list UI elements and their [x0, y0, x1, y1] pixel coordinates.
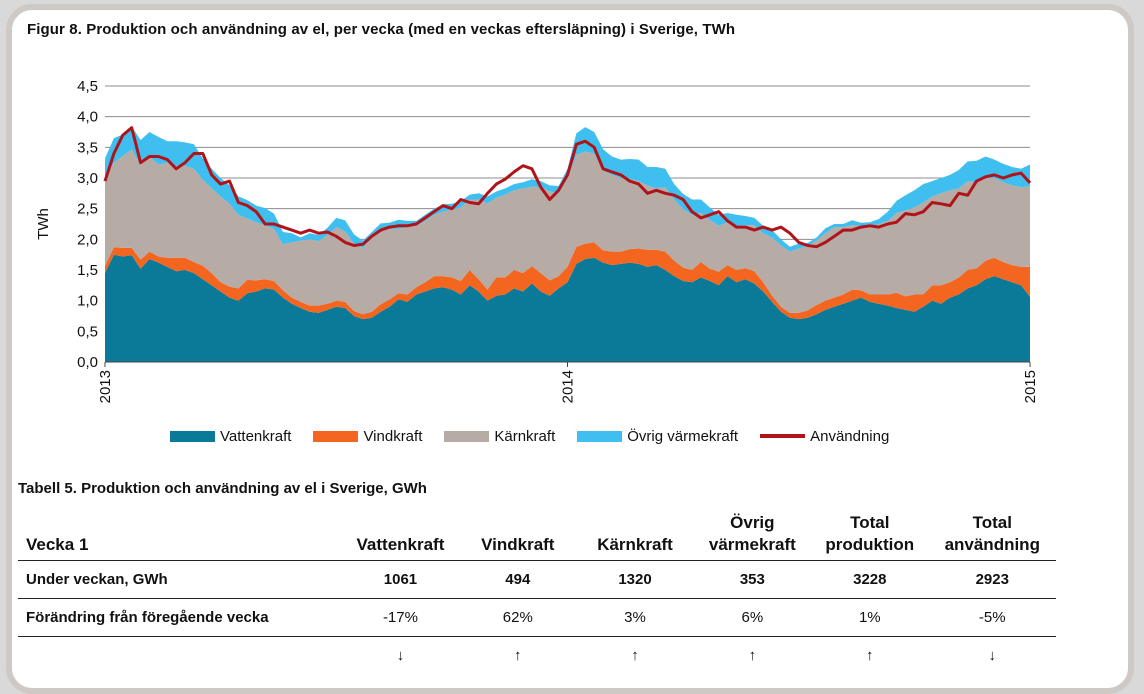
table-cell: -5% — [928, 598, 1056, 637]
area-ovrig-varmekraft — [105, 126, 1030, 252]
col-header-vindkraft: Vindkraft — [459, 512, 577, 561]
table-cell: 3% — [576, 598, 694, 637]
area-karnkraft — [105, 149, 1030, 315]
area-vindkraft — [105, 242, 1030, 320]
x-tick-label: 2014 — [560, 370, 577, 403]
legend-entry: Användning — [760, 428, 889, 445]
y-tick-label: 0,0 — [77, 354, 98, 371]
arrow-down-icon: ↓ — [341, 636, 460, 674]
col-header-line1: Övrig — [730, 513, 775, 532]
legend-entry: Kärnkraft — [444, 428, 555, 445]
y-tick-label: 2,0 — [77, 231, 98, 248]
table-cell: 1320 — [576, 560, 694, 599]
legend-swatch — [313, 430, 359, 442]
col-header-line2: användning — [944, 535, 1040, 554]
legend-label: Övrig värmekraft — [627, 427, 739, 445]
line-anvandning — [103, 126, 1032, 249]
legend-entry: Vattenkraft — [170, 428, 291, 445]
y-tick-label: 3,0 — [77, 170, 98, 187]
col-header-line2: Vattenkraft — [356, 535, 445, 554]
y-tick-label: 3,5 — [77, 139, 98, 156]
legend-label: Kärnkraft — [494, 427, 556, 445]
y-tick-label: 1,5 — [77, 262, 98, 279]
legend-swatch — [444, 430, 490, 442]
legend-label: Vindkraft — [363, 427, 423, 445]
table-cell: 494 — [459, 560, 577, 599]
col-header-line1: Total — [850, 513, 890, 532]
row-label — [18, 636, 342, 674]
col-header-line2: Vindkraft — [481, 535, 555, 554]
y-tick-label: 4,0 — [77, 109, 98, 126]
col-header-line1: Total — [972, 513, 1012, 532]
row-label: Förändring från föregående vecka — [18, 598, 342, 637]
arrow-up-icon: ↑ — [459, 636, 577, 674]
legend-swatch — [170, 430, 215, 442]
arrow-up-icon: ↑ — [693, 636, 812, 674]
y-tick-label: 0,5 — [77, 323, 98, 340]
col-header-total-anvandning: Total användning — [928, 512, 1056, 561]
arrow-down-icon: ↓ — [928, 636, 1056, 674]
area-vattenkraft — [105, 254, 1030, 362]
table-corner-header: Vecka 1 — [18, 512, 342, 561]
table-cell: 3228 — [811, 560, 929, 599]
col-header-total-produktion: Total produktion — [811, 512, 929, 561]
y-tick-label: 1,0 — [77, 293, 98, 310]
table-cell: 1061 — [341, 560, 460, 599]
table-row: Under veckan, GWh 1061 494 1320 353 3228… — [18, 560, 1056, 599]
y-tick-label: 2,5 — [77, 201, 98, 218]
x-tick-label: 2015 — [1022, 370, 1039, 403]
figure-title: Figur 8. Produktion och användning av el… — [27, 21, 736, 38]
y-axis-label: TWh — [35, 208, 52, 240]
legend-label: Vattenkraft — [220, 427, 292, 445]
legend-entry: Övrig värmekraft — [577, 428, 738, 445]
y-tick-label: 4,5 — [77, 78, 98, 95]
chart-legend: Vattenkraft Vindkraft Kärnkraft Övrig värme… — [170, 426, 911, 446]
corner-label: Vecka 1 — [26, 535, 89, 554]
table-cell: -17% — [341, 598, 460, 637]
x-tick-label: 2013 — [97, 370, 114, 403]
table-cell: 353 — [693, 560, 812, 599]
table-row: Förändring från föregående vecka -17% 62… — [18, 598, 1056, 637]
table-title: Tabell 5. Produktion och användning av e… — [18, 480, 427, 497]
row-label: Under veckan, GWh — [18, 560, 342, 599]
col-header-line2: Kärnkraft — [597, 535, 673, 554]
arrow-up-icon: ↑ — [811, 636, 929, 674]
col-header-line2: värmekraft — [708, 535, 796, 554]
arrow-up-icon: ↑ — [576, 636, 694, 674]
table-cell: 2923 — [928, 560, 1056, 599]
col-header-line2: produktion — [825, 535, 915, 554]
data-table: Vecka 1 Vattenkraft Vindkraft Kärnkraft … — [18, 512, 1056, 674]
stacked-area-chart: 0,0 0,5 1,0 1,5 2,0 2,5 3,0 3,5 4,0 4,5 TWh 2013 201… — [35, 78, 1039, 403]
col-header-vattenkraft: Vattenkraft — [341, 512, 460, 561]
table-cell: 6% — [693, 598, 812, 637]
table-cell: 62% — [459, 598, 577, 637]
legend-swatch — [760, 434, 806, 438]
legend-label: Användning — [810, 427, 890, 445]
table-cell: 1% — [811, 598, 929, 637]
legend-entry: Vindkraft — [313, 428, 422, 445]
col-header-ovrig-varmekraft: Övrig värmekraft — [693, 512, 812, 561]
table-row: ↓ ↑ ↑ ↑ ↑ ↓ — [18, 636, 1056, 674]
col-header-karnkraft: Kärnkraft — [576, 512, 694, 561]
legend-swatch — [577, 430, 623, 442]
